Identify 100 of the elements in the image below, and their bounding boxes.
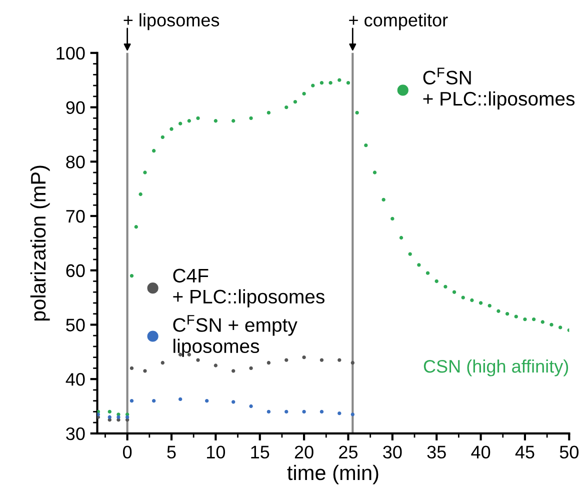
point xyxy=(138,192,142,196)
point xyxy=(178,397,182,402)
point xyxy=(187,119,192,123)
x-tick-label: 15 xyxy=(251,446,270,459)
y-tick-label: 100 xyxy=(56,46,85,60)
legend-label: C$^{F}$SN + empty liposomes xyxy=(173,315,298,357)
point xyxy=(505,312,510,316)
point xyxy=(125,415,130,419)
point xyxy=(550,322,554,327)
point xyxy=(266,410,271,414)
annotation: CSN (high affinity) xyxy=(424,359,568,376)
point xyxy=(338,78,342,82)
point xyxy=(266,110,271,115)
point xyxy=(434,279,438,284)
point xyxy=(488,304,492,308)
point xyxy=(558,326,562,330)
point xyxy=(338,411,342,416)
point xyxy=(320,80,324,85)
point xyxy=(382,198,386,202)
point xyxy=(461,296,465,300)
point xyxy=(266,360,271,365)
point xyxy=(116,415,120,419)
point xyxy=(496,309,500,313)
point xyxy=(130,398,134,403)
y-tick-label: 40 xyxy=(66,373,85,386)
point xyxy=(232,119,236,123)
legend-label: C4F + PLC::liposomes xyxy=(173,268,324,308)
x-tick-label: 0 xyxy=(123,446,132,459)
y-tick-label: 30 xyxy=(66,427,85,440)
point xyxy=(293,100,298,104)
point xyxy=(399,236,404,240)
point xyxy=(232,400,236,404)
point xyxy=(350,360,354,365)
point xyxy=(196,358,200,362)
point xyxy=(302,356,306,360)
point xyxy=(134,225,138,229)
x-tick-label: 10 xyxy=(207,446,226,459)
point xyxy=(338,358,342,362)
ref-line-label: + competitor xyxy=(349,13,448,30)
point xyxy=(408,252,412,256)
y-tick-label: 60 xyxy=(66,264,85,278)
point xyxy=(452,290,456,294)
y-tick-label: 80 xyxy=(66,156,85,168)
point xyxy=(355,110,359,115)
point xyxy=(284,358,288,362)
y-tick-label: 70 xyxy=(66,210,85,223)
point xyxy=(152,148,156,153)
legend-label: C$^{F}$SN + PLC::liposomes xyxy=(423,68,575,110)
x-tick-label: 25 xyxy=(339,446,358,459)
point xyxy=(152,398,156,403)
point xyxy=(514,314,518,318)
point xyxy=(108,410,112,414)
point xyxy=(108,415,112,419)
point xyxy=(302,92,306,96)
ref-line-label: + liposomes xyxy=(124,13,220,30)
point xyxy=(417,263,421,267)
point xyxy=(426,271,430,275)
x-tick-label: 35 xyxy=(427,446,446,459)
point xyxy=(364,143,368,148)
point xyxy=(214,364,218,368)
point xyxy=(540,320,544,324)
point xyxy=(320,410,324,414)
point xyxy=(523,317,527,322)
point xyxy=(214,119,218,123)
point xyxy=(302,410,306,414)
point xyxy=(130,366,134,370)
x-tick-label: 5 xyxy=(167,446,176,459)
point xyxy=(532,317,536,322)
point xyxy=(97,412,100,416)
y-tick-label: 90 xyxy=(66,101,85,114)
point xyxy=(390,216,394,221)
y-axis-title: polarization (mP) xyxy=(30,166,50,321)
point xyxy=(346,80,350,85)
point xyxy=(284,105,288,110)
point xyxy=(130,274,134,278)
x-tick-label: 30 xyxy=(383,446,402,459)
point xyxy=(160,360,164,365)
x-axis-title: time (min) xyxy=(287,464,378,484)
x-tick-label: 45 xyxy=(515,446,534,459)
y-tick-label: 50 xyxy=(66,318,85,332)
point xyxy=(320,358,324,362)
point xyxy=(470,298,474,302)
point xyxy=(350,412,354,416)
point xyxy=(170,127,174,131)
point xyxy=(143,170,147,174)
point xyxy=(196,116,200,120)
point xyxy=(311,84,315,88)
point xyxy=(478,301,483,305)
x-tick-label: 40 xyxy=(471,446,490,459)
point xyxy=(160,135,164,140)
point xyxy=(249,404,253,408)
point xyxy=(249,116,253,120)
point xyxy=(143,369,147,373)
point xyxy=(444,284,448,289)
x-tick-label: 20 xyxy=(294,446,314,459)
point xyxy=(328,80,332,85)
point xyxy=(249,366,253,370)
point xyxy=(284,410,288,414)
point xyxy=(205,398,209,403)
point xyxy=(372,170,377,174)
